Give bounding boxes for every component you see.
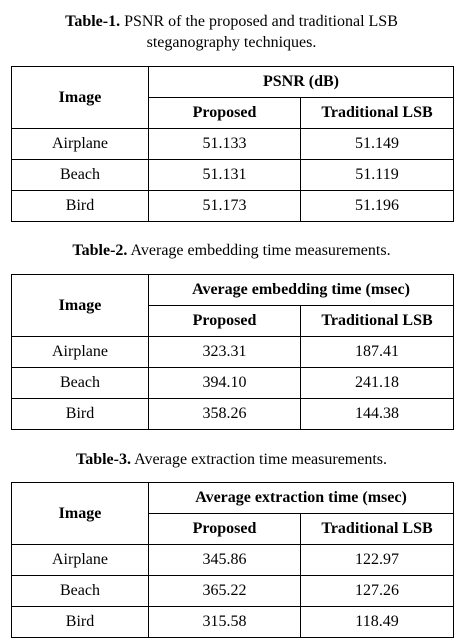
table-1-caption: Table-1. PSNR of the proposed and tradit…: [40, 11, 423, 53]
table-2-caption: Table-2. Average embedding time measurem…: [0, 240, 463, 261]
column-header-proposed: Proposed: [148, 305, 301, 337]
cell-image: Airplane: [11, 128, 149, 160]
table-3-caption-text: Average extraction time measurements.: [130, 451, 388, 468]
column-header-image: Image: [11, 274, 149, 337]
cell-proposed: 315.58: [148, 606, 301, 638]
cell-proposed: 51.173: [148, 190, 301, 222]
table-row: Beach 365.22 127.26: [11, 575, 454, 607]
table-2-caption-block: Table-2. Average embedding time measurem…: [0, 240, 463, 261]
cell-image: Beach: [11, 367, 149, 399]
cell-proposed: 358.26: [148, 398, 301, 430]
cell-traditional: 127.26: [300, 575, 454, 607]
column-header-proposed: Proposed: [148, 97, 301, 129]
cell-traditional: 241.18: [299, 367, 455, 399]
group-header: PSNR (dB): [147, 66, 455, 98]
cell-image: Beach: [11, 575, 149, 607]
table-row: Beach 51.131 51.119: [11, 159, 455, 191]
table-1-caption-label: Table-1.: [65, 13, 121, 30]
cell-traditional: 118.49: [300, 606, 454, 638]
cell-image: Beach: [11, 159, 149, 191]
table-header-row: Image PSNR (dB): [11, 66, 455, 129]
table-row: Bird 51.173 51.196: [11, 190, 455, 222]
table-3-caption: Table-3. Average extraction time measure…: [0, 449, 463, 470]
table-3: Image Average extraction time (msec) Pro…: [11, 482, 454, 638]
cell-traditional: 51.119: [299, 159, 455, 191]
cell-image: Airplane: [11, 336, 149, 368]
table-row: Bird 315.58 118.49: [11, 606, 454, 638]
column-header-traditional: Traditional LSB: [300, 513, 454, 545]
table-header-row: Image Average embedding time (msec): [11, 274, 455, 337]
cell-traditional: 122.97: [300, 544, 454, 576]
table-subheader-row: Proposed Traditional LSB: [12, 513, 454, 545]
group-header: Average extraction time (msec): [148, 482, 454, 514]
cell-traditional: 144.38: [299, 398, 455, 430]
table-3-caption-label: Table-3.: [75, 451, 131, 468]
cell-proposed: 51.131: [148, 159, 301, 191]
cell-proposed: 323.31: [148, 336, 301, 368]
table-2-caption-label: Table-2.: [72, 242, 128, 259]
cell-image: Bird: [11, 190, 149, 222]
table-1-caption-text: PSNR of the proposed and traditional LSB…: [120, 13, 398, 51]
cell-proposed: 365.22: [148, 575, 301, 607]
table-row: Airplane 345.86 122.97: [11, 544, 454, 576]
table-1: Image PSNR (dB) Proposed Traditional LSB…: [11, 66, 455, 222]
cell-image: Bird: [11, 398, 149, 430]
table-2-caption-text: Average embedding time measurements.: [127, 242, 391, 259]
column-header-traditional: Traditional LSB: [299, 97, 455, 129]
cell-traditional: 51.196: [299, 190, 455, 222]
table-row: Bird 358.26 144.38: [11, 398, 455, 430]
column-header-traditional: Traditional LSB: [299, 305, 455, 337]
column-header-image: Image: [11, 482, 149, 545]
table-header-row: Image Average extraction time (msec): [11, 482, 454, 545]
cell-proposed: 345.86: [148, 544, 301, 576]
cell-traditional: 187.41: [299, 336, 455, 368]
cell-image: Airplane: [11, 544, 149, 576]
table-subheader-row: Proposed Traditional LSB: [12, 305, 455, 337]
cell-proposed: 51.133: [148, 128, 301, 160]
table-row: Airplane 323.31 187.41: [11, 336, 455, 368]
table-subheader-row: Proposed Traditional LSB: [12, 97, 455, 129]
table-row: Beach 394.10 241.18: [11, 367, 455, 399]
group-header: Average embedding time (msec): [147, 274, 455, 306]
cell-traditional: 51.149: [299, 128, 455, 160]
table-3-caption-block: Table-3. Average extraction time measure…: [0, 449, 463, 470]
table-2: Image Average embedding time (msec) Prop…: [11, 274, 455, 430]
table-1-caption-block: Table-1. PSNR of the proposed and tradit…: [0, 11, 463, 53]
column-header-proposed: Proposed: [148, 513, 301, 545]
cell-proposed: 394.10: [148, 367, 301, 399]
column-header-image: Image: [11, 66, 149, 129]
cell-image: Bird: [11, 606, 149, 638]
table-row: Airplane 51.133 51.149: [11, 128, 455, 160]
